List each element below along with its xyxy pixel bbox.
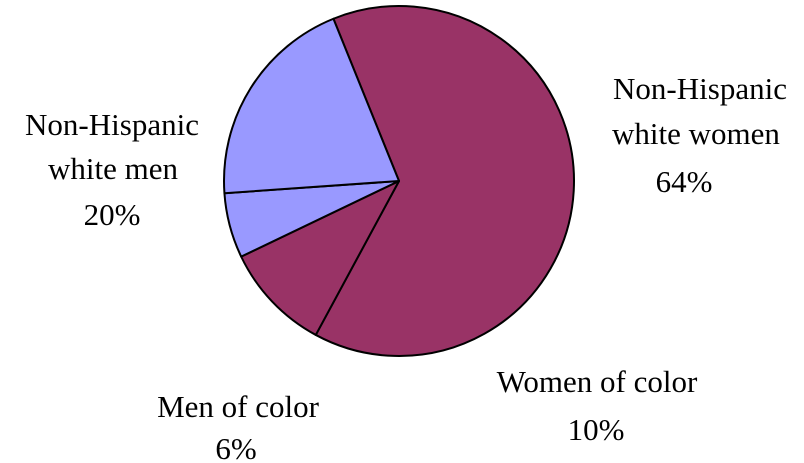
slice-label-nh-white-women-line-2: white women <box>612 116 780 151</box>
pie-labels: Non-Hispanic white women 64% Women of co… <box>25 71 787 463</box>
slice-nh-white-women <box>314 5 575 357</box>
slice-value-nh-white-women: 64% <box>656 164 713 199</box>
slice-value-women-of-color: 10% <box>568 412 625 447</box>
slice-label-nh-white-men-line-2: white men <box>48 151 178 186</box>
slice-label-nh-white-women-line-1: Non-Hispanic <box>613 71 787 106</box>
slice-women-of-color <box>240 180 400 336</box>
slice-label-nh-white-men-line-1: Non-Hispanic <box>25 107 199 142</box>
slice-label-men-of-color: Men of color <box>157 389 320 424</box>
slice-value-nh-white-men: 20% <box>84 197 141 232</box>
pie-slices <box>223 5 575 357</box>
slice-value-men-of-color: 6% <box>215 431 256 463</box>
slice-label-women-of-color: Women of color <box>497 364 698 399</box>
slice-nh-white-men <box>223 17 400 195</box>
